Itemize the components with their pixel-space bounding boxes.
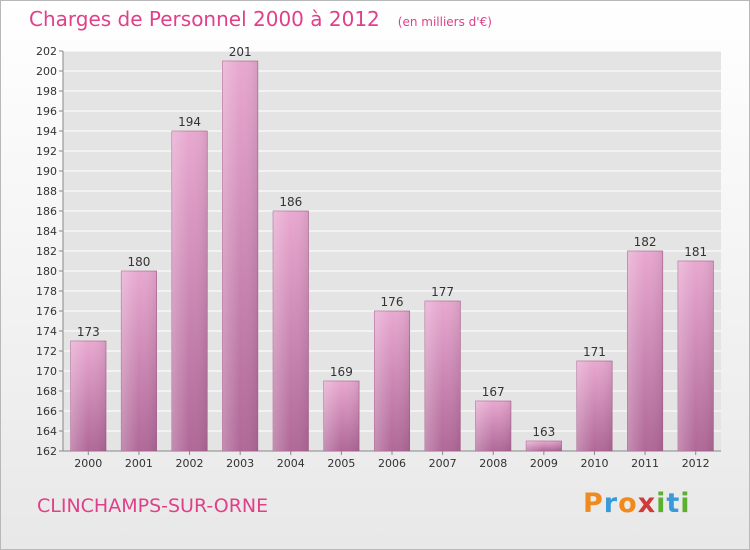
x-tick-label: 2007 [429,457,457,470]
data-label: 194 [178,115,201,129]
x-tick-label: 2003 [226,457,254,470]
y-tick-label: 196 [36,105,57,118]
bar-shade [273,211,309,451]
bar-shade [475,401,511,451]
x-tick-label: 2005 [327,457,355,470]
y-tick-label: 178 [36,285,57,298]
chart-title-text: Charges de Personnel 2000 à 2012 [29,7,380,31]
data-label: 167 [482,385,505,399]
data-label: 201 [229,45,252,59]
y-tick-label: 182 [36,245,57,258]
chart-subtitle: (en milliers d'€) [397,15,492,29]
bar-shade [171,131,208,451]
y-tick-label: 200 [36,65,57,78]
bar-shade [323,381,360,451]
data-label: 173 [77,325,100,339]
x-tick-label: 2006 [378,457,406,470]
data-label: 169 [330,365,353,379]
proxiti-logo: Proxiti [583,488,691,519]
y-tick-label: 194 [36,125,57,138]
y-tick-label: 186 [36,205,57,218]
data-label: 163 [532,425,555,439]
y-tick-label: 192 [36,145,57,158]
bar-shade [526,441,562,451]
x-tick-label: 2008 [479,457,507,470]
x-tick-label: 2011 [631,457,659,470]
y-tick-label: 188 [36,185,57,198]
x-tick-label: 2009 [530,457,558,470]
y-tick-label: 172 [36,345,57,358]
bar-shade [677,261,714,451]
bar-shade [222,61,258,451]
bar-shade [70,341,107,451]
x-tick-label: 2002 [176,457,204,470]
y-tick-label: 168 [36,385,57,398]
bar-shade [576,361,613,451]
bar-shade [424,301,461,451]
x-tick-label: 2001 [125,457,153,470]
y-tick-label: 170 [36,365,57,378]
x-tick-label: 2012 [682,457,710,470]
data-label: 176 [381,295,404,309]
y-tick-label: 180 [36,265,57,278]
x-tick-label: 2004 [277,457,305,470]
y-tick-label: 166 [36,405,57,418]
y-tick-label: 174 [36,325,57,338]
data-label: 177 [431,285,454,299]
y-tick-label: 162 [36,445,57,458]
data-label: 181 [684,245,707,259]
x-tick-label: 2010 [580,457,608,470]
data-label: 186 [279,195,302,209]
bar-shade [374,311,410,451]
chart-title: Charges de Personnel 2000 à 2012 (en mill… [29,7,492,31]
bar-shade [121,271,157,451]
bar-shade [627,251,663,451]
data-label: 171 [583,345,606,359]
y-tick-label: 190 [36,165,57,178]
data-label: 182 [634,235,657,249]
y-tick-label: 198 [36,85,57,98]
data-label: 180 [127,255,150,269]
y-tick-label: 184 [36,225,57,238]
city-name: CLINCHAMPS-SUR-ORNE [37,495,269,517]
y-tick-label: 164 [36,425,57,438]
x-tick-label: 2000 [74,457,102,470]
y-tick-label: 202 [36,45,57,58]
y-tick-label: 176 [36,305,57,318]
